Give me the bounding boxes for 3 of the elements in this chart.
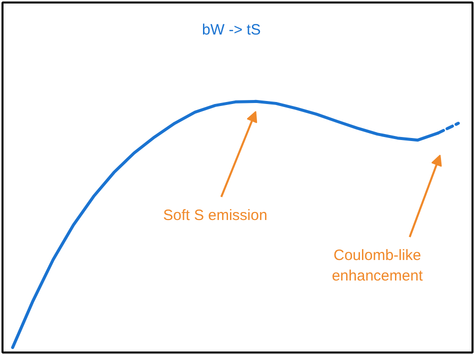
annotation: Coulomb-like enhancement [332, 247, 424, 284]
annotation: Soft S emission [163, 206, 268, 224]
chart-title: bW -> tS [202, 22, 261, 39]
